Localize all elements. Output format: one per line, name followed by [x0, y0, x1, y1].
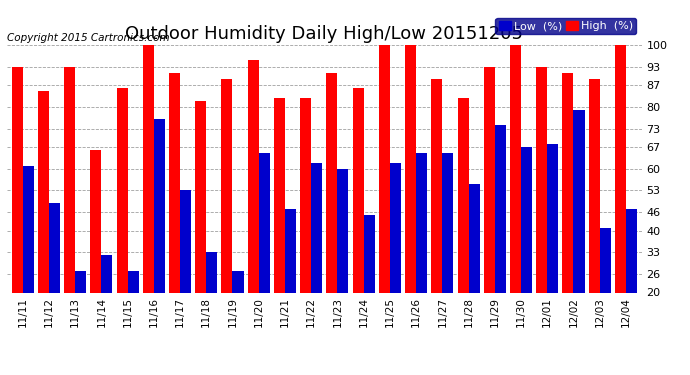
Bar — [326, 73, 337, 292]
Bar — [379, 45, 390, 292]
Text: Copyright 2015 Cartronics.com: Copyright 2015 Cartronics.com — [7, 33, 170, 42]
Bar — [457, 98, 469, 292]
Bar — [626, 209, 637, 292]
Bar — [12, 67, 23, 292]
Bar — [154, 119, 165, 292]
Legend: Low  (%), High  (%): Low (%), High (%) — [495, 18, 636, 34]
Bar — [573, 110, 584, 292]
Bar — [90, 150, 101, 292]
Bar — [117, 88, 128, 292]
Bar — [562, 73, 573, 292]
Bar — [416, 153, 427, 292]
Bar — [233, 271, 244, 292]
Bar — [431, 79, 442, 292]
Bar — [353, 88, 364, 292]
Bar — [405, 45, 416, 292]
Bar — [38, 92, 49, 292]
Bar — [337, 169, 348, 292]
Bar — [101, 255, 112, 292]
Bar — [180, 190, 191, 292]
Bar — [442, 153, 453, 292]
Bar — [23, 166, 34, 292]
Bar — [536, 67, 547, 292]
Bar — [285, 209, 296, 292]
Bar — [300, 98, 311, 292]
Bar — [64, 67, 75, 292]
Bar — [75, 271, 86, 292]
Title: Outdoor Humidity Daily High/Low 20151205: Outdoor Humidity Daily High/Low 20151205 — [126, 26, 523, 44]
Bar — [206, 252, 217, 292]
Bar — [510, 45, 521, 292]
Bar — [484, 67, 495, 292]
Bar — [259, 153, 270, 292]
Bar — [364, 215, 375, 292]
Bar — [390, 163, 401, 292]
Bar — [495, 125, 506, 292]
Bar — [589, 79, 600, 292]
Bar — [49, 203, 60, 292]
Bar — [469, 184, 480, 292]
Bar — [248, 60, 259, 292]
Bar — [521, 147, 532, 292]
Bar — [311, 163, 322, 292]
Bar — [615, 45, 626, 292]
Bar — [128, 271, 139, 292]
Bar — [143, 45, 154, 292]
Bar — [195, 101, 206, 292]
Bar — [221, 79, 233, 292]
Bar — [547, 144, 558, 292]
Bar — [600, 228, 611, 292]
Bar — [274, 98, 285, 292]
Bar — [169, 73, 180, 292]
